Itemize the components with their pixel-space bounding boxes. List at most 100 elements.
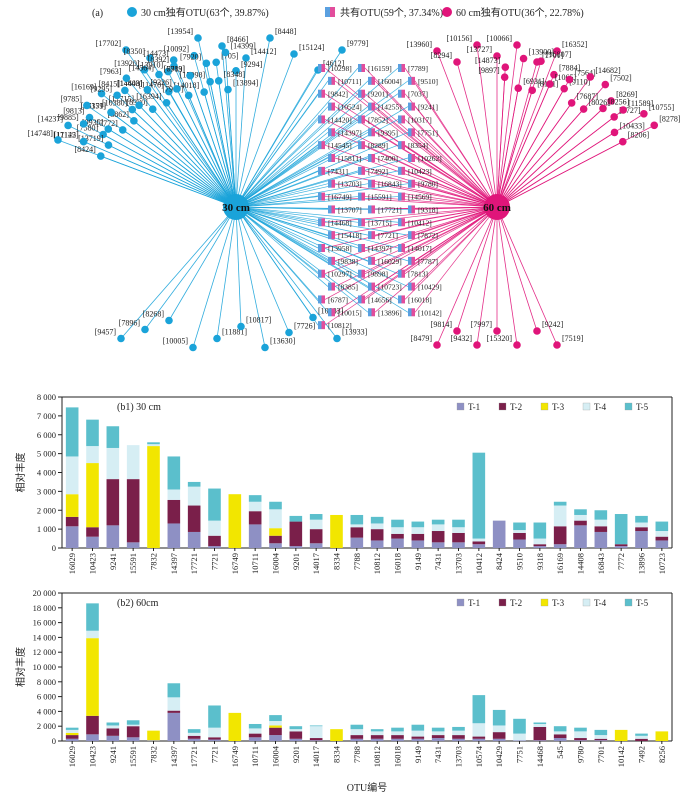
edge-shared-right [414, 157, 498, 208]
bar-segment [452, 527, 465, 533]
bar-segment [411, 738, 425, 741]
node-label-shared: [17721] [378, 205, 402, 214]
node-label-left: [8348] [224, 70, 246, 79]
node-label-right: [7502] [610, 74, 632, 83]
node-label-right: [7687] [577, 92, 599, 101]
node-label-shared: [10262] [418, 154, 442, 163]
bar-segment [65, 526, 79, 548]
node-shared-a [368, 102, 372, 111]
bar-segment [187, 486, 201, 506]
bar-segment [472, 544, 486, 548]
bar-segment [147, 442, 160, 445]
node-label-shared: [14656] [368, 295, 392, 304]
node-shared-a [398, 295, 402, 304]
legend-label: T-1 [468, 598, 480, 608]
x-tick-label: 10412 [474, 553, 484, 574]
bar-segment [248, 733, 262, 738]
edge-shared-left [235, 67, 359, 208]
legend-label: T-4 [594, 598, 607, 608]
node-label-left: [14408] [117, 79, 143, 88]
bar-segment [452, 532, 465, 543]
bar-segment [533, 723, 547, 727]
node-left [285, 328, 293, 337]
bar-segment [370, 731, 384, 736]
node-shared-a [358, 218, 362, 227]
x-tick-label: 10723 [657, 553, 667, 574]
edge-shared-left [235, 206, 399, 249]
node-label-left: [14412] [251, 47, 277, 56]
node-label-right: [11589] [628, 99, 653, 108]
edge-shared-left [235, 93, 359, 208]
x-tick-label: 9510 [515, 553, 525, 570]
node-label-shared: [15418] [338, 231, 362, 240]
y-tick-label: 6 000 [37, 692, 56, 702]
x-tick-label: 10574 [474, 745, 484, 767]
y-tick-label: 1 000 [37, 524, 56, 534]
node-shared-a [328, 179, 332, 188]
node-label-left: [8268] [143, 310, 165, 319]
node-right [567, 99, 576, 107]
edge-left [83, 123, 237, 208]
edge-right [496, 108, 584, 208]
edge-shared-left [235, 183, 329, 208]
node-label-left: [14748] [28, 129, 54, 138]
node-label-right: [7519] [562, 334, 584, 343]
node-shared-a [318, 269, 322, 278]
bar-segment [208, 546, 221, 548]
x-tick-label: 16749 [230, 746, 240, 767]
node-shared-b [321, 192, 325, 201]
edge-shared-right [334, 183, 498, 208]
bar-segment [594, 735, 608, 739]
node-right [579, 105, 588, 113]
edge-shared-left [235, 119, 359, 208]
bar-segment [574, 514, 587, 521]
node-label-left: [10005] [163, 337, 189, 346]
edge-right [496, 44, 518, 208]
legend-swatch [456, 598, 465, 607]
bar-segment [370, 529, 384, 541]
bar-segment [106, 525, 120, 548]
node-shared-b [331, 205, 335, 214]
edge-left [108, 128, 237, 208]
node-right [493, 327, 501, 335]
edge-right [476, 206, 498, 346]
bar-segment [350, 514, 364, 525]
node-label-left: [7920] [180, 52, 202, 61]
bar-segment [65, 727, 79, 730]
hub-node-left [223, 194, 249, 220]
edge-shared-left [235, 206, 409, 313]
bar-segment [533, 546, 547, 548]
node-label-right: [7701] [542, 51, 564, 60]
node-right [560, 84, 569, 93]
bar-segment [594, 510, 608, 520]
bar-segment [635, 527, 648, 532]
edge-left [221, 45, 237, 208]
bar-segment [513, 522, 526, 531]
node-label-right: [13960] [407, 40, 433, 49]
node-shared-a [398, 89, 402, 98]
node-label-left: [14643] [117, 79, 143, 88]
bar-segment [289, 546, 303, 548]
y-tick-label: 0 [52, 736, 56, 746]
bar-segment [574, 520, 587, 526]
network-nodes: [17702][8350][8392][13954][8466][14412][… [28, 27, 681, 352]
bar-segment [167, 712, 181, 741]
panel-label: (b1) 30 cm [117, 402, 161, 413]
bar-segment [574, 731, 587, 739]
bar-segment [86, 463, 99, 528]
node-label-left: [9813] [63, 107, 85, 116]
bar-segment [86, 536, 99, 548]
node-label-shared: [7751] [418, 128, 438, 137]
node-left [214, 77, 223, 85]
bar-segment [594, 526, 608, 532]
node-shared-b [411, 128, 415, 137]
bar-segment [411, 730, 425, 737]
y-tick-label: 4 000 [37, 468, 56, 478]
bar-segment [187, 531, 201, 548]
node-left [130, 117, 138, 125]
node-left [140, 65, 149, 74]
bar-segment [635, 738, 648, 741]
bar-segment [269, 543, 282, 548]
edge-left [144, 206, 237, 330]
node-shared-a [328, 76, 332, 85]
